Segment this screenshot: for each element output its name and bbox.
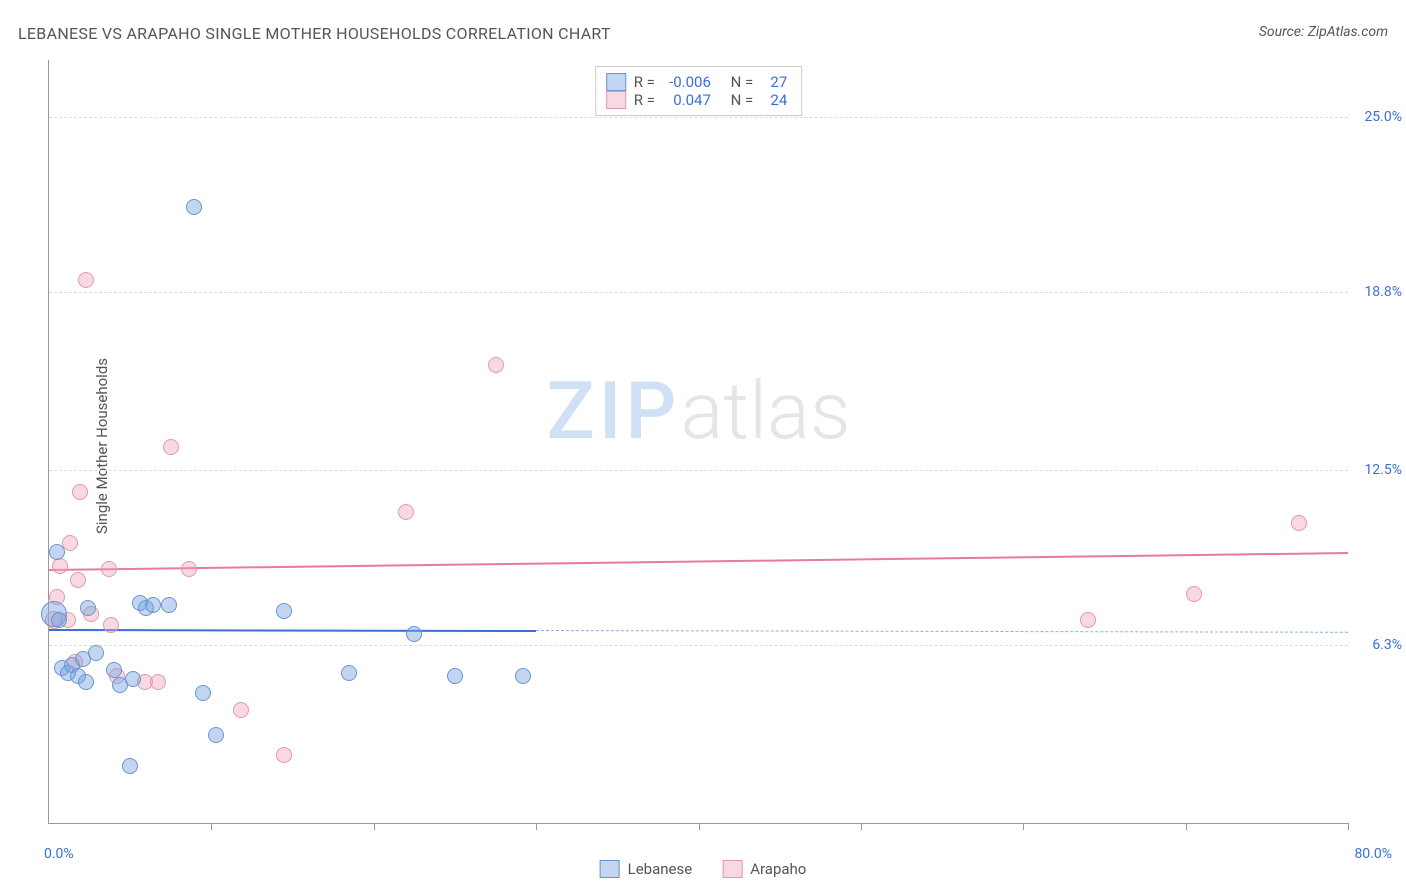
n-label: N = [731, 91, 754, 109]
plot-area: ZIPatlas R = -0.006 N = 27 R = 0.047 N =… [48, 60, 1348, 824]
data-point-lebanese [125, 671, 141, 687]
data-point-arapaho [1080, 612, 1096, 628]
data-point-arapaho [181, 561, 197, 577]
data-point-arapaho [52, 558, 68, 574]
x-tick [699, 823, 700, 830]
source-attribution: Source: ZipAtlas.com [1259, 24, 1388, 40]
data-point-lebanese [341, 665, 357, 681]
n-label: N = [731, 73, 754, 91]
legend-label-arapaho: Arapaho [750, 860, 806, 878]
r-label: R = [634, 73, 655, 91]
legend: Lebanese Arapaho [600, 860, 807, 878]
gridline [49, 645, 1348, 646]
data-point-lebanese [406, 626, 422, 642]
data-point-arapaho [488, 357, 504, 373]
regression-line-lebanese-solid [49, 629, 536, 632]
correlation-stat-box: R = -0.006 N = 27 R = 0.047 N = 24 [595, 66, 803, 116]
r-label: R = [634, 91, 655, 109]
chip-pink-icon [606, 91, 626, 109]
legend-item-lebanese: Lebanese [600, 860, 693, 878]
x-tick [536, 823, 537, 830]
n-value-pink: 24 [761, 91, 787, 109]
regression-line-arapaho [49, 552, 1348, 571]
data-point-arapaho [1186, 586, 1202, 602]
data-point-lebanese [447, 668, 463, 684]
data-point-arapaho [78, 272, 94, 288]
chip-blue-icon [606, 73, 626, 91]
data-point-lebanese [51, 612, 67, 628]
gridline [49, 292, 1348, 293]
r-value-blue: -0.006 [663, 73, 711, 91]
data-point-lebanese [161, 597, 177, 613]
legend-item-arapaho: Arapaho [722, 860, 806, 878]
data-point-lebanese [186, 199, 202, 215]
data-point-arapaho [101, 561, 117, 577]
chip-pink-icon [722, 860, 742, 878]
y-tick-label: 25.0% [1364, 109, 1402, 125]
chart-title: LEBANESE VS ARAPAHO SINGLE MOTHER HOUSEH… [18, 24, 611, 43]
data-point-arapaho [398, 504, 414, 520]
data-point-lebanese [49, 544, 65, 560]
data-point-lebanese [122, 758, 138, 774]
data-point-lebanese [80, 600, 96, 616]
stat-row-arapaho: R = 0.047 N = 24 [606, 91, 788, 109]
chart-container: LEBANESE VS ARAPAHO SINGLE MOTHER HOUSEH… [0, 0, 1406, 892]
source-name: ZipAtlas.com [1308, 24, 1388, 40]
watermark-atlas: atlas [680, 364, 850, 458]
data-point-arapaho [150, 674, 166, 690]
data-point-lebanese [78, 674, 94, 690]
data-point-arapaho [233, 702, 249, 718]
regression-line-lebanese-dashed [536, 630, 1348, 633]
data-point-lebanese [208, 727, 224, 743]
y-tick-label: 18.8% [1364, 284, 1402, 300]
y-tick-label: 6.3% [1372, 637, 1402, 653]
data-point-lebanese [276, 603, 292, 619]
source-prefix: Source: [1259, 24, 1308, 40]
stat-row-lebanese: R = -0.006 N = 27 [606, 73, 788, 91]
data-point-arapaho [1291, 515, 1307, 531]
chip-blue-icon [600, 860, 620, 878]
x-tick [861, 823, 862, 830]
x-tick [1348, 823, 1349, 830]
data-point-arapaho [163, 439, 179, 455]
data-point-lebanese [145, 597, 161, 613]
gridline [49, 117, 1348, 118]
r-value-pink: 0.047 [663, 91, 711, 109]
watermark: ZIPatlas [547, 364, 851, 458]
x-axis-max-label: 80.0% [1354, 846, 1392, 862]
data-point-lebanese [515, 668, 531, 684]
watermark-zip: ZIP [547, 364, 681, 458]
x-tick [1023, 823, 1024, 830]
data-point-arapaho [72, 484, 88, 500]
data-point-lebanese [195, 685, 211, 701]
x-tick [1186, 823, 1187, 830]
data-point-arapaho [103, 617, 119, 633]
y-tick-label: 12.5% [1364, 462, 1402, 478]
n-value-blue: 27 [761, 73, 787, 91]
data-point-lebanese [88, 645, 104, 661]
data-point-arapaho [276, 747, 292, 763]
x-tick [374, 823, 375, 830]
data-point-arapaho [70, 572, 86, 588]
x-axis-min-label: 0.0% [44, 846, 74, 862]
legend-label-lebanese: Lebanese [628, 860, 693, 878]
x-tick [211, 823, 212, 830]
gridline [49, 470, 1348, 471]
